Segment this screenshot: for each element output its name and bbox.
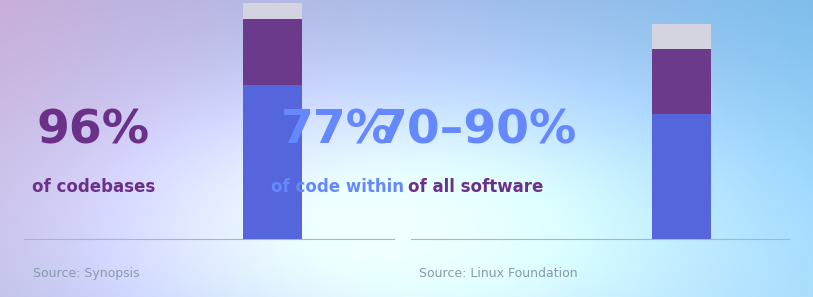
Text: Source: Linux Foundation: Source: Linux Foundation [419, 267, 577, 280]
Text: of codebases: of codebases [32, 178, 155, 196]
Bar [243, 3, 302, 19]
Bar [243, 85, 302, 239]
Bar [652, 114, 711, 239]
Text: Source: Synopsis: Source: Synopsis [33, 267, 139, 280]
Text: 96%: 96% [37, 108, 150, 153]
Text: of code within: of code within [271, 178, 404, 196]
Text: 70–90%: 70–90% [375, 108, 576, 153]
Bar [243, 19, 302, 85]
Bar [652, 49, 711, 114]
Bar [652, 24, 711, 49]
Text: of all software: of all software [408, 178, 543, 196]
Text: 77%: 77% [280, 108, 394, 153]
